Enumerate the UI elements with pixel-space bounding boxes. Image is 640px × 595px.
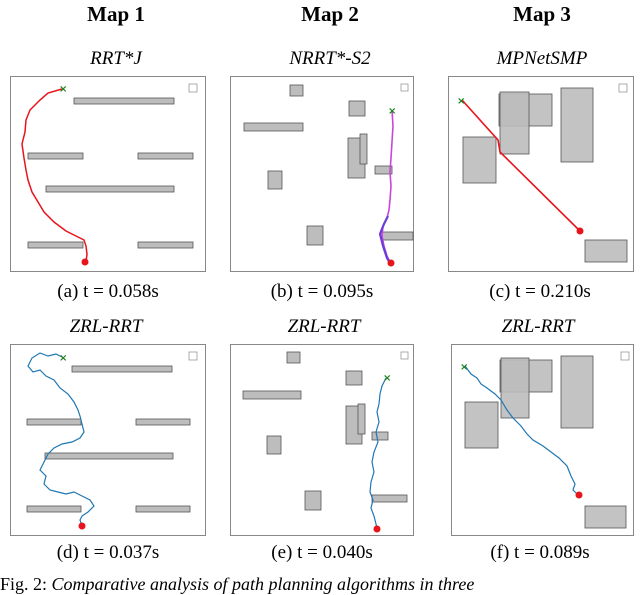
panel-title-b: NRRT*-S2	[289, 48, 371, 69]
figure-caption-label: Fig. 2:	[0, 574, 48, 594]
panel-caption-d: (d) t = 0.037s	[56, 542, 160, 563]
goal-marker-icon: ×	[388, 106, 396, 117]
goal-marker-icon: ×	[383, 373, 391, 384]
panel-caption-a: (a) t = 0.058s	[57, 281, 159, 302]
figure-caption-text: Comparative analysis of path planning al…	[51, 574, 475, 594]
obstacle	[374, 165, 393, 175]
obstacle	[306, 225, 324, 246]
obstacle	[371, 431, 389, 441]
obstacle	[381, 231, 414, 241]
legend-box-icon	[620, 351, 630, 361]
map-border	[10, 76, 206, 272]
start-marker-icon	[576, 227, 584, 235]
obstacle	[267, 170, 283, 190]
legend-box-icon	[188, 83, 198, 93]
obstacle	[359, 133, 368, 165]
column-title-map-3: Map 3	[513, 2, 571, 26]
obstacle	[137, 152, 194, 160]
panel-title-e: ZRL-RRT	[287, 316, 361, 337]
panel-title-f: ZRL-RRT	[501, 316, 575, 337]
path-blue	[464, 365, 578, 495]
goal-marker-icon: ×	[457, 96, 465, 107]
obstacle	[345, 370, 363, 386]
obstacle	[289, 84, 304, 97]
panel-title-d: ZRL-RRT	[69, 316, 143, 337]
obstacle	[27, 152, 84, 160]
obstacle	[348, 100, 366, 117]
path-red	[461, 99, 581, 232]
obstacle	[44, 452, 174, 460]
path-purple	[378, 215, 391, 264]
obstacle	[135, 505, 191, 513]
panel-caption-c: (c) t = 0.210s	[489, 281, 591, 302]
panel-caption-f: (f) t = 0.089s	[490, 542, 590, 563]
obstacle	[464, 401, 499, 449]
panel-title-c: MPNetSMP	[496, 48, 588, 69]
obstacle	[26, 505, 82, 513]
goal-marker-icon: ×	[59, 353, 67, 364]
column-title-map-1: Map 1	[87, 2, 145, 26]
panel-f-map: ×	[451, 344, 634, 536]
start-marker-icon	[78, 522, 86, 530]
path-blue	[369, 377, 387, 529]
obstacle	[137, 241, 194, 249]
obstacle	[499, 91, 530, 155]
obstacle	[73, 97, 175, 105]
start-marker-icon	[387, 259, 395, 267]
obstacle	[304, 490, 322, 511]
obstacle	[243, 122, 304, 132]
legend-box-icon	[188, 351, 198, 361]
obstacle	[45, 185, 175, 193]
obstacle	[462, 136, 497, 184]
panel-b-map: ×	[230, 76, 414, 272]
column-title-map-2: Map 2	[301, 2, 359, 26]
panel-d-map: ×	[10, 344, 206, 536]
obstacle	[560, 87, 594, 163]
panel-e-map: ×	[230, 344, 414, 536]
obstacle	[371, 494, 408, 503]
start-marker-icon	[575, 491, 583, 499]
panel-title-a: RRT*J	[90, 48, 142, 69]
figure-caption: Fig. 2: Comparative analysis of path pla…	[0, 574, 640, 595]
goal-marker-icon: ×	[460, 362, 468, 373]
obstacle	[266, 435, 282, 455]
obstacle	[357, 403, 366, 435]
obstacle	[286, 351, 301, 364]
path-blue	[27, 352, 95, 527]
obstacle	[584, 239, 628, 263]
obstacle	[71, 365, 173, 373]
start-marker-icon	[81, 258, 89, 266]
obstacle	[500, 357, 530, 419]
panel-caption-e: (e) t = 0.040s	[271, 542, 373, 563]
panel-caption-b: (b) t = 0.095s	[270, 281, 374, 302]
obstacle	[27, 241, 84, 249]
obstacle	[26, 418, 82, 426]
path-red	[21, 88, 88, 263]
legend-box-icon	[400, 351, 409, 360]
obstacle	[242, 390, 302, 400]
start-marker-icon	[373, 525, 381, 533]
obstacle	[560, 355, 594, 429]
panel-c-map: ×	[448, 76, 634, 272]
legend-box-icon	[400, 83, 409, 92]
legend-box-icon	[618, 83, 628, 93]
goal-marker-icon: ×	[59, 84, 67, 95]
panel-a-map: ×	[10, 76, 206, 272]
map-border	[10, 344, 206, 536]
obstacle	[135, 418, 191, 426]
obstacle	[584, 505, 627, 529]
